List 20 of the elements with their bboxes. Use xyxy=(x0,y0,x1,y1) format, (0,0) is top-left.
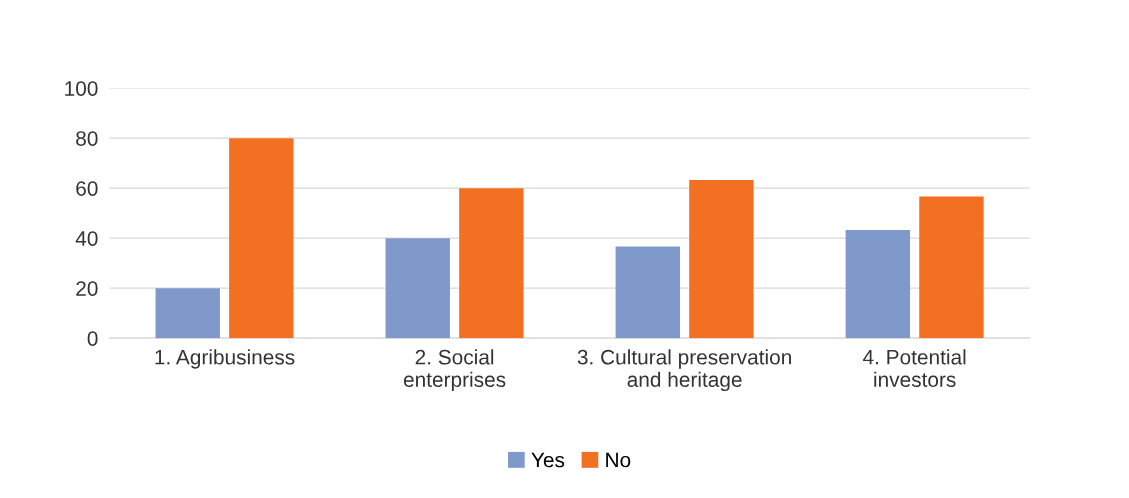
bar xyxy=(845,229,911,339)
x-tick-label: 4. Potential investors xyxy=(862,349,966,387)
y-tick-label: 80 xyxy=(76,131,98,146)
y-tick-label: 20 xyxy=(76,281,98,296)
x-tick-label: 1. Agribusiness xyxy=(155,349,295,369)
bar xyxy=(615,246,680,339)
x-tick-label: 3. Cultural preservation and heritage xyxy=(577,349,791,392)
legend-label: No xyxy=(606,452,631,468)
y-tick-label: 60 xyxy=(76,181,98,196)
bar xyxy=(229,138,294,339)
bar xyxy=(689,179,754,339)
bar xyxy=(919,196,984,339)
y-tick-label: 40 xyxy=(75,231,98,246)
legend-label: Yes xyxy=(531,452,565,468)
x-tick-label: 2. Social enterprises xyxy=(403,349,506,392)
bar xyxy=(459,188,524,339)
y-tick-label: 100 xyxy=(65,81,98,96)
bar xyxy=(155,288,220,339)
bar xyxy=(385,238,450,339)
y-tick-label: 0 xyxy=(87,331,98,346)
